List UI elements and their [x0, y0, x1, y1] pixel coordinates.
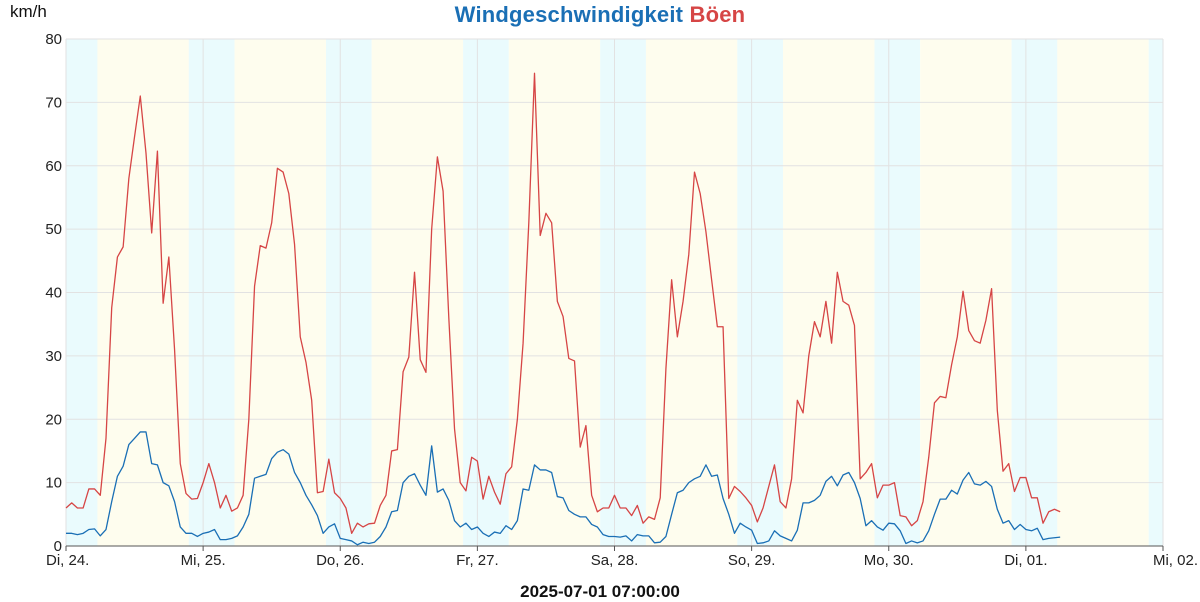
title-gusts: Böen — [689, 2, 746, 27]
y-tick-label-70: 70 — [45, 94, 62, 111]
timestamp-footer: 2025-07-01 07:00:00 — [520, 582, 680, 601]
y-tick-label-20: 20 — [45, 411, 62, 428]
y-tick-label-0: 0 — [54, 538, 62, 555]
y-tick-label-80: 80 — [45, 31, 62, 48]
x-axis-ticks: Di, 24. Mi, 25. Do, 26. Fr, 27. Sa, 28. So, 2… — [46, 546, 1198, 569]
x-tick-label-6: Mo, 30. — [864, 552, 914, 569]
y-tick-label-60: 60 — [45, 158, 62, 175]
y-axis-ticks: 0 10 20 30 40 50 60 70 80 — [45, 31, 62, 555]
y-tick-label-10: 10 — [45, 475, 62, 492]
x-tick-label-5: So, 29. — [728, 552, 776, 569]
chart-title: Windgeschwindigkeit Böen — [0, 2, 1200, 28]
x-tick-label-0: Di, 24. — [46, 552, 89, 569]
series-line-wind-speed — [66, 431, 1061, 546]
series-lines — [65, 72, 1061, 546]
x-tick-label-2: Do, 26. — [316, 552, 364, 569]
series-line-gusts — [65, 72, 1061, 534]
y-axis-unit-label: km/h — [10, 2, 47, 21]
x-tick-label-8: Mi, 02. — [1153, 552, 1198, 569]
y-tick-label-40: 40 — [45, 285, 62, 302]
y-tick-label-30: 30 — [45, 348, 62, 365]
x-tick-label-7: Di, 01. — [1004, 552, 1047, 569]
title-wind-speed: Windgeschwindigkeit — [454, 2, 684, 27]
x-tick-label-1: Mi, 25. — [181, 552, 226, 569]
x-tick-label-4: Sa, 28. — [591, 552, 639, 569]
y-tick-label-50: 50 — [45, 221, 62, 238]
x-tick-label-3: Fr, 27. — [456, 552, 499, 569]
